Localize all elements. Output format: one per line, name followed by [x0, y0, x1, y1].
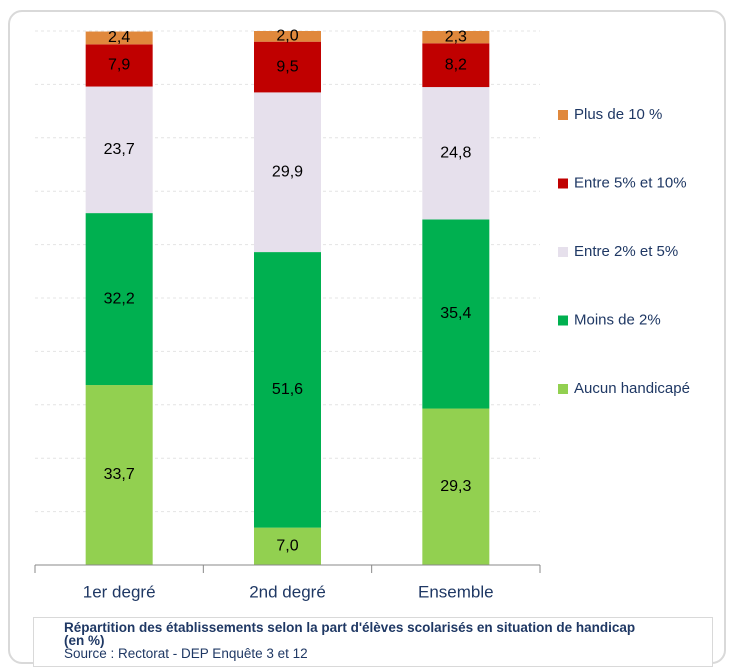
bar-segment: [422, 408, 490, 565]
bar-segment: [85, 385, 153, 565]
value-label: 35,4: [440, 305, 471, 322]
value-label: 24,8: [440, 145, 471, 162]
legend-label: Entre 2% et 5%: [574, 243, 678, 260]
chart-title: Répartition des établissements selon la …: [64, 620, 636, 648]
caption: Répartition des établissements selon la …: [33, 617, 713, 667]
legend-swatch: [558, 315, 568, 326]
legend-label: Moins de 2%: [574, 311, 661, 328]
x-tick-label: 2nd degré: [249, 582, 326, 601]
legend-label: Aucun handicapé: [574, 380, 690, 397]
value-label: 9,5: [276, 58, 298, 75]
bar-segment: [85, 213, 153, 386]
x-tick-label: Ensemble: [418, 582, 494, 601]
bar-segment: [85, 44, 153, 87]
legend-label: Entre 5% et 10%: [574, 174, 687, 191]
bar-segment: [254, 527, 321, 565]
bar-segment: [422, 219, 490, 409]
value-label: 7,0: [276, 538, 298, 555]
bar-segment: [422, 43, 490, 88]
legend-swatch: [558, 247, 568, 257]
bar-segment: [254, 41, 321, 93]
legend-swatch: [558, 178, 568, 189]
bar-segment: [85, 31, 153, 45]
value-label: 29,3: [440, 478, 471, 495]
value-label: 32,2: [104, 290, 135, 307]
value-label: 8,2: [445, 56, 467, 73]
legend-swatch: [558, 384, 568, 394]
value-label: 51,6: [272, 381, 303, 398]
value-label: 29,9: [272, 163, 303, 180]
value-label: 2,3: [445, 28, 467, 45]
source: Source : Rectorat - DEP Enquête 3 et 12: [64, 646, 308, 661]
value-label: 2,4: [108, 29, 130, 46]
legend-swatch: [558, 110, 568, 120]
value-label: 33,7: [104, 466, 135, 483]
bar-segment: [254, 31, 321, 42]
value-label: 7,9: [108, 57, 130, 74]
value-label: 2,0: [276, 28, 298, 45]
bar-segment: [422, 31, 490, 44]
bar-segment: [254, 252, 321, 528]
x-tick-label: 1er degré: [83, 582, 156, 601]
bar-segment: [254, 92, 321, 253]
bar-segment: [422, 87, 490, 220]
value-label: 23,7: [104, 141, 135, 158]
legend-label: Plus de 10 %: [574, 106, 662, 123]
bar-segment: [85, 86, 153, 214]
